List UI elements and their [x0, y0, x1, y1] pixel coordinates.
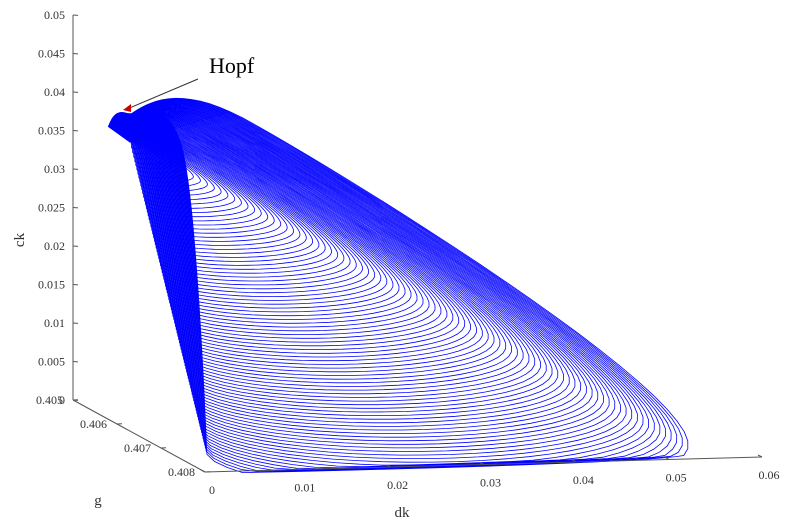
hopf-annotation-label: Hopf: [209, 53, 255, 78]
dk-tick-label: 0.02: [387, 478, 408, 492]
dk-axis-label: dk: [395, 505, 411, 521]
g-axis-line: [72, 399, 206, 473]
ck-axis-ticks: 0 0.005 0.01 0.015 0.02 0.025 0.03 0.035 0.04 0.0…: [38, 8, 79, 407]
dk-tick-label: 0: [209, 483, 215, 497]
ck-tick-label: 0.005: [38, 355, 65, 369]
ck-axis-label: ck: [12, 232, 28, 247]
dk-tick-label: 0.06: [759, 468, 780, 482]
ck-tick-label: 0.015: [38, 278, 65, 292]
dk-tick-mark: [572, 459, 577, 463]
dk-tick-mark: [293, 467, 299, 470]
dk-tick-mark: [386, 464, 391, 468]
g-tick-label: 0.405: [36, 393, 63, 407]
ck-tick-label: 0.02: [44, 239, 65, 253]
ck-tick-label: 0.035: [38, 124, 65, 138]
dk-tick-mark: [757, 454, 763, 458]
g-axis-label: g: [94, 493, 102, 509]
g-tick-label: 0.407: [124, 441, 151, 455]
dk-axis-ticks: 0 0.01 0.02 0.03 0.04 0.05 0.06: [200, 454, 780, 497]
ck-tick-label: 0.025: [38, 201, 65, 215]
ck-tick-label: 0.03: [44, 162, 65, 176]
g-tick-label: 0.406: [80, 417, 107, 431]
dk-tick-label: 0.04: [573, 473, 594, 487]
dk-tick-mark: [200, 469, 206, 473]
hopf-annotation-leader: [126, 78, 199, 110]
dk-tick-mark: [664, 457, 670, 460]
dk-tick-label: 0.03: [480, 476, 501, 490]
dk-tick-label: 0.01: [294, 481, 315, 495]
orbit-family: [107, 97, 689, 474]
g-tick-label: 0.408: [168, 465, 195, 479]
ck-tick-label: 0.045: [38, 47, 65, 61]
g-axis-ticks: 0.405 0.406 0.407 0.408: [36, 393, 211, 479]
dk-tick-mark: [479, 462, 484, 465]
ck-tick-label: 0: [59, 393, 65, 407]
ck-tick-label: 0.05: [44, 8, 65, 22]
dk-tick-label: 0.05: [666, 471, 687, 485]
orbit-line: [107, 97, 689, 474]
ck-tick-label: 0.01: [44, 316, 65, 330]
hopf-point-marker: [123, 104, 131, 112]
ck-tick-label: 0.04: [44, 85, 65, 99]
